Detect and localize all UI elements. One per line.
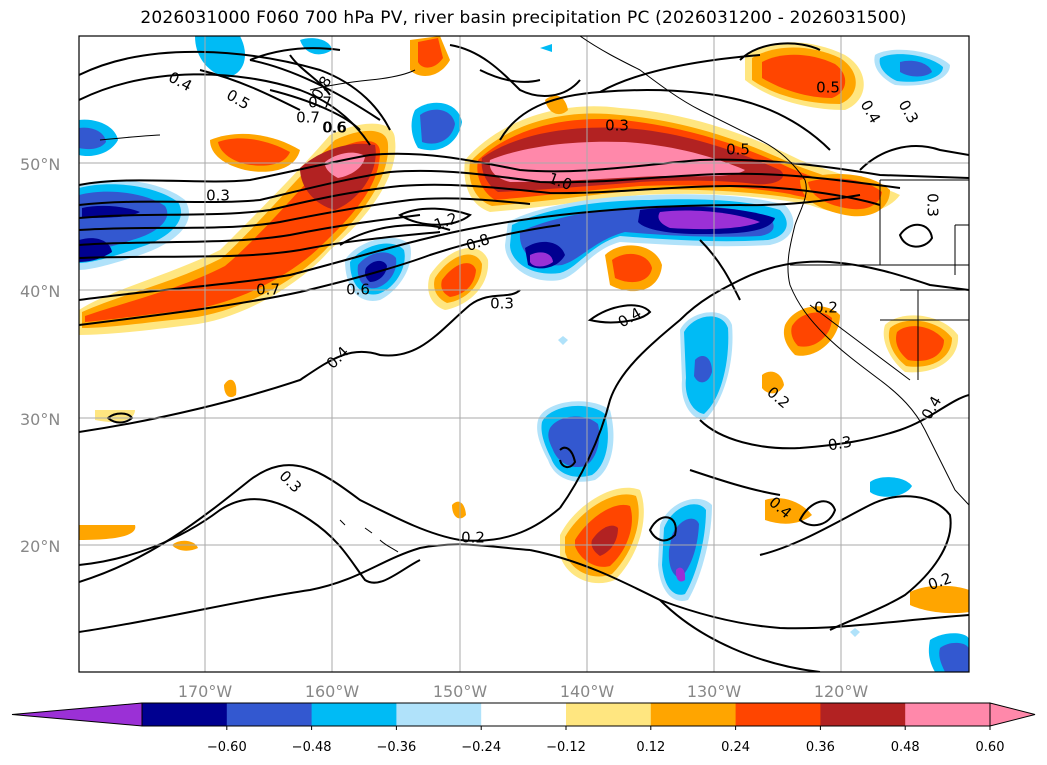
colorbar xyxy=(11,702,1036,727)
figure-title: 2026031000 F060 700 hPa PV, river basin … xyxy=(140,8,907,28)
lon-label-170w: 170°W xyxy=(178,682,233,701)
colorbar-extend-max xyxy=(989,702,1036,727)
contour-label: 0.6 xyxy=(322,119,346,137)
contour-label: 0.5 xyxy=(726,141,750,159)
contour-label: 0.6 xyxy=(346,281,370,299)
colorbar-segment xyxy=(396,703,482,726)
colorbar-tick-label: −0.24 xyxy=(461,740,501,755)
lon-label-150w: 150°W xyxy=(433,682,488,701)
coastlines xyxy=(99,36,969,553)
lon-label-120w: 120°W xyxy=(814,682,869,701)
precip-fill-layer xyxy=(79,36,969,672)
graticule xyxy=(79,36,969,672)
contour-label: 0.5 xyxy=(816,79,840,97)
colorbar-extend-min xyxy=(11,702,143,727)
colorbar-tick-label: −0.48 xyxy=(292,740,332,755)
contour-label: 0.3 xyxy=(827,433,854,455)
contour-label: 0.2 xyxy=(814,299,838,317)
lon-label-140w: 140°W xyxy=(560,682,615,701)
colorbar-tick-label: 0.12 xyxy=(636,740,665,755)
colorbar-tick-label: 0.60 xyxy=(976,740,1005,755)
colorbar-tick-label: 0.48 xyxy=(891,740,920,755)
colorbar-segment xyxy=(905,703,991,726)
colorbar-tick-label: −0.36 xyxy=(376,740,416,755)
contour-label: 0.6 xyxy=(323,119,347,137)
colorbar-tick-labels: −0.60 −0.48 −0.36 −0.24 −0.12 0.12 0.24 0.36 0.4… xyxy=(207,726,1005,755)
lon-label-130w: 130°W xyxy=(687,682,742,701)
contour-label: 0.2 xyxy=(461,529,485,547)
colorbar-tick-label: −0.12 xyxy=(546,740,586,755)
lat-label-30n: 30°N xyxy=(20,410,60,429)
colorbar-segment xyxy=(226,703,313,726)
map-panel xyxy=(79,36,969,672)
colorbar-tick-label: 0.24 xyxy=(721,740,750,755)
map-frame xyxy=(78,35,970,673)
colorbar-tick-label: 0.36 xyxy=(806,740,835,755)
colorbar-segment xyxy=(311,703,397,726)
lat-label-20n: 20°N xyxy=(20,537,60,556)
colorbar-segment xyxy=(481,703,567,726)
contour-label: 0.3 xyxy=(605,117,629,135)
lat-label-40n: 40°N xyxy=(20,282,60,301)
contour-label: 0.3 xyxy=(490,295,514,313)
lon-label-160w: 160°W xyxy=(305,682,360,701)
colorbar-segment xyxy=(735,703,821,726)
colorbar-segment xyxy=(650,703,737,726)
colorbar-segment xyxy=(820,703,906,726)
contour-label: 0.7 xyxy=(308,94,332,112)
contour-label: 0.3 xyxy=(206,187,230,205)
colorbar-tick-label: −0.60 xyxy=(207,740,247,755)
contour-label: 0.7 xyxy=(256,281,280,299)
colorbar-segment xyxy=(142,703,228,726)
contour-label: 0.7 xyxy=(296,109,320,127)
lat-label-50n: 50°N xyxy=(20,155,60,174)
colorbar-segment xyxy=(566,703,652,726)
contour-label: 0.3 xyxy=(924,193,942,217)
pv-contour-layer xyxy=(79,42,969,672)
